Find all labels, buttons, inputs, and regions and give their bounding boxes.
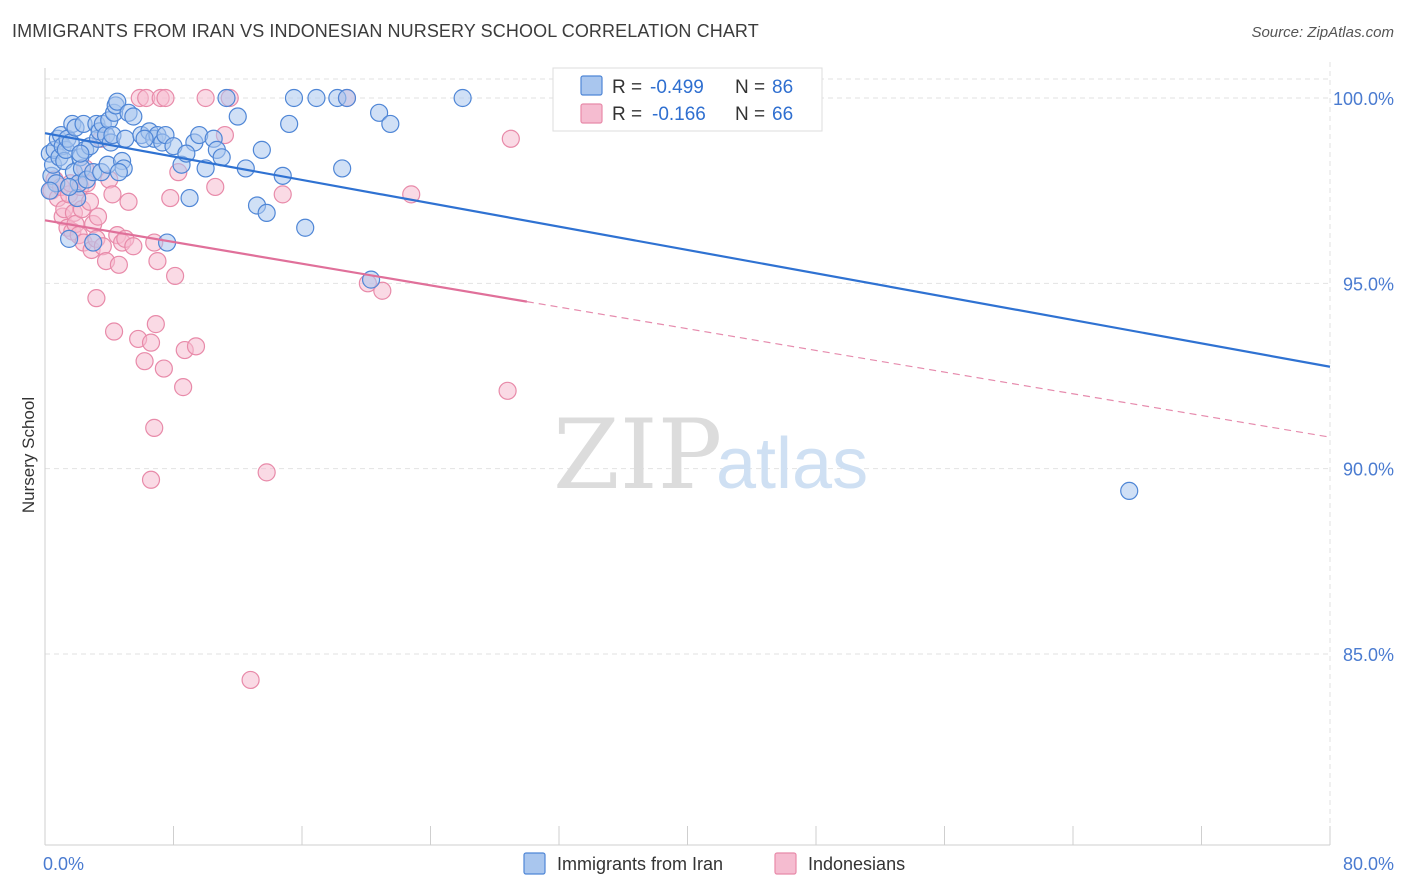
data-point: [71, 144, 90, 163]
data-point: [124, 107, 143, 126]
watermark-atlas: atlas: [716, 424, 868, 504]
data-point: [296, 218, 315, 237]
data-point: [498, 381, 517, 400]
data-point: [196, 88, 215, 108]
bottom-legend-label-pink: Indonesians: [808, 854, 905, 874]
legend-swatch-blue: [580, 75, 603, 96]
data-point: [135, 352, 154, 371]
data-point: [40, 181, 59, 200]
data-point: [180, 188, 199, 208]
data-point: [109, 163, 128, 182]
legend-r-label-blue: R =: [612, 77, 642, 98]
data-point: [206, 177, 225, 197]
data-point: [333, 159, 352, 178]
trend-line: [44, 132, 1331, 368]
x-tick-label: 0.0%: [43, 854, 84, 874]
data-point: [307, 88, 326, 108]
legend-n-label-pink: N =: [735, 104, 765, 125]
data-point: [146, 315, 165, 334]
watermark: ZIP atlas: [553, 399, 868, 511]
data-point: [1120, 481, 1139, 501]
data-point: [252, 140, 271, 159]
data-point: [141, 470, 161, 489]
data-point: [108, 92, 127, 111]
legend-r-value-pink: -0.166: [652, 104, 706, 125]
data-point: [87, 289, 106, 308]
data-point: [161, 188, 180, 208]
legend-r-value-blue: -0.499: [650, 77, 704, 98]
data-point: [186, 337, 206, 356]
data-point: [148, 251, 167, 271]
x-tick-labels: 0.0% 80.0%: [43, 854, 1394, 874]
data-point: [104, 322, 124, 341]
legend-n-label-blue: N =: [735, 77, 765, 98]
watermark-zip: ZIP: [553, 399, 722, 511]
data-point: [119, 192, 138, 211]
data-point: [59, 177, 79, 197]
y-tick-label: 90.0%: [1343, 460, 1394, 480]
trend-lines: [44, 132, 1331, 438]
chart-title: IMMIGRANTS FROM IRAN VS INDONESIAN NURSE…: [12, 21, 759, 41]
data-point: [370, 103, 389, 122]
data-point: [257, 203, 276, 223]
data-point: [337, 88, 357, 108]
data-point: [273, 185, 292, 204]
trend-line-extension: [526, 301, 1331, 438]
data-point: [116, 129, 135, 148]
legend-box: R = -0.499 N = 86 R = -0.166 N = 66: [552, 67, 823, 132]
data-point: [88, 207, 108, 226]
data-point: [453, 88, 472, 108]
legend-r-label-pink: R =: [612, 104, 642, 125]
legend-n-value-pink: 66: [772, 104, 793, 125]
data-point: [109, 255, 128, 274]
data-point: [145, 418, 164, 437]
data-point: [166, 266, 185, 286]
data-point: [84, 233, 103, 252]
bottom-legend-swatch-pink: [774, 852, 797, 875]
data-point: [228, 107, 247, 126]
data-point: [241, 670, 260, 690]
y-tick-label: 95.0%: [1343, 274, 1394, 294]
data-point: [156, 88, 175, 108]
y-axis-label: Nursery School: [19, 397, 38, 513]
data-point: [154, 359, 173, 378]
trend-line: [44, 219, 528, 303]
legend-n-value-blue: 86: [772, 77, 793, 98]
data-point: [124, 237, 143, 256]
data-point: [257, 463, 276, 482]
data-point: [141, 333, 161, 352]
data-point: [373, 281, 392, 300]
data-point: [59, 229, 79, 248]
bottom-legend-label-blue: Immigrants from Iran: [557, 854, 723, 874]
data-point: [280, 114, 299, 134]
y-tick-label: 100.0%: [1333, 89, 1394, 109]
data-point: [135, 129, 154, 148]
x-tick-label: 80.0%: [1343, 854, 1394, 874]
data-point: [501, 129, 520, 148]
y-tick-label: 85.0%: [1343, 645, 1394, 665]
data-point: [284, 88, 304, 108]
source-label: Source: ZipAtlas.com: [1251, 24, 1394, 41]
legend-swatch-pink: [580, 103, 603, 124]
data-point: [381, 114, 400, 134]
bottom-legend-swatch-blue: [523, 852, 546, 875]
y-tick-labels: 85.0% 90.0% 95.0% 100.0%: [1333, 89, 1394, 665]
data-point: [174, 378, 193, 397]
data-point: [103, 185, 122, 204]
data-point: [217, 88, 236, 108]
bottom-legend: Immigrants from Iran Indonesians: [523, 852, 905, 875]
